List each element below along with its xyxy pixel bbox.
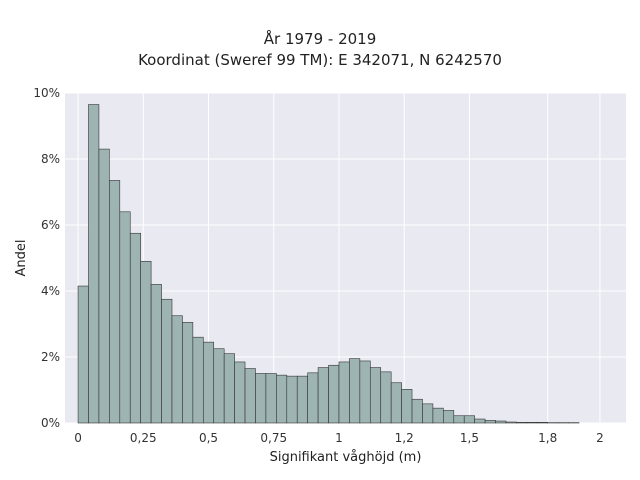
- x-tick-label: 0: [74, 431, 82, 445]
- histogram-bar: [98, 148, 110, 424]
- histogram-bar: [526, 422, 538, 424]
- histogram-bar: [495, 420, 507, 424]
- histogram-bar: [474, 418, 486, 424]
- histogram-bar: [390, 382, 402, 424]
- chart-title: År 1979 - 2019: [263, 30, 377, 48]
- histogram-bar: [150, 284, 162, 424]
- histogram-bar: [109, 180, 121, 424]
- histogram-bar: [349, 358, 361, 424]
- histogram-bar: [192, 336, 204, 424]
- histogram-bar: [422, 403, 434, 424]
- histogram-bar: [359, 360, 371, 424]
- histogram-bar: [317, 367, 329, 424]
- y-tick-label: 2%: [41, 350, 60, 364]
- histogram-bar: [411, 398, 423, 424]
- histogram-bar: [244, 368, 256, 424]
- x-axis-ticks: 0 0,25 0,5 0,75 1 1,2 1,5 1,8 2: [74, 431, 604, 445]
- histogram-bar: [213, 348, 225, 424]
- histogram-bar: [484, 420, 496, 424]
- histogram-bar: [255, 373, 267, 424]
- histogram-bar: [202, 341, 215, 424]
- y-tick-label: 0%: [41, 416, 60, 430]
- histogram-bar: [443, 410, 455, 424]
- histogram-bar: [453, 415, 465, 424]
- histogram-bar: [338, 361, 350, 424]
- x-tick-label: 0,25: [130, 431, 157, 445]
- histogram-bar: [328, 364, 340, 424]
- histogram-bar: [182, 322, 194, 424]
- y-tick-label: 4%: [41, 284, 60, 298]
- histogram-bar: [463, 415, 475, 424]
- histogram-bar: [88, 104, 100, 424]
- x-tick-label: 1,8: [538, 431, 557, 445]
- histogram-bar: [77, 285, 89, 424]
- histogram-bar: [276, 374, 288, 424]
- histogram-bar: [119, 211, 131, 424]
- histogram-bar: [536, 422, 549, 424]
- x-tick-label: 0,75: [260, 431, 287, 445]
- y-axis-ticks: 0% 2% 4% 6% 8% 10%: [33, 86, 60, 430]
- histogram-bar: [265, 373, 277, 424]
- x-tick-label: 0,5: [199, 431, 218, 445]
- x-tick-label: 1,2: [395, 431, 414, 445]
- x-tick-label: 1: [335, 431, 343, 445]
- histogram-bar: [296, 375, 308, 424]
- histogram-bars: [77, 104, 580, 424]
- histogram-bar: [140, 260, 152, 424]
- histogram-bar: [234, 361, 246, 424]
- histogram-bar: [129, 232, 141, 424]
- histogram-bar: [223, 353, 235, 424]
- histogram-bar: [505, 421, 517, 424]
- x-axis-label: Signifikant våghöjd (m): [270, 450, 422, 465]
- histogram-bar: [369, 367, 382, 424]
- histogram-bar: [286, 375, 298, 424]
- y-tick-label: 8%: [41, 152, 60, 166]
- histogram-bar: [307, 372, 319, 424]
- histogram-bar: [432, 407, 444, 424]
- histogram-bar: [171, 315, 183, 424]
- y-tick-label: 10%: [33, 86, 60, 100]
- y-axis-label: Andel: [14, 240, 29, 277]
- chart-subtitle: Koordinat (Sweref 99 TM): E 342071, N 62…: [138, 51, 502, 69]
- histogram-bar: [516, 422, 528, 424]
- histogram-bar: [380, 371, 392, 424]
- histogram-bar: [161, 298, 173, 424]
- y-tick-label: 6%: [41, 218, 60, 232]
- histogram-bar: [401, 389, 413, 424]
- x-tick-label: 1,5: [460, 431, 479, 445]
- x-tick-label: 2: [596, 431, 604, 445]
